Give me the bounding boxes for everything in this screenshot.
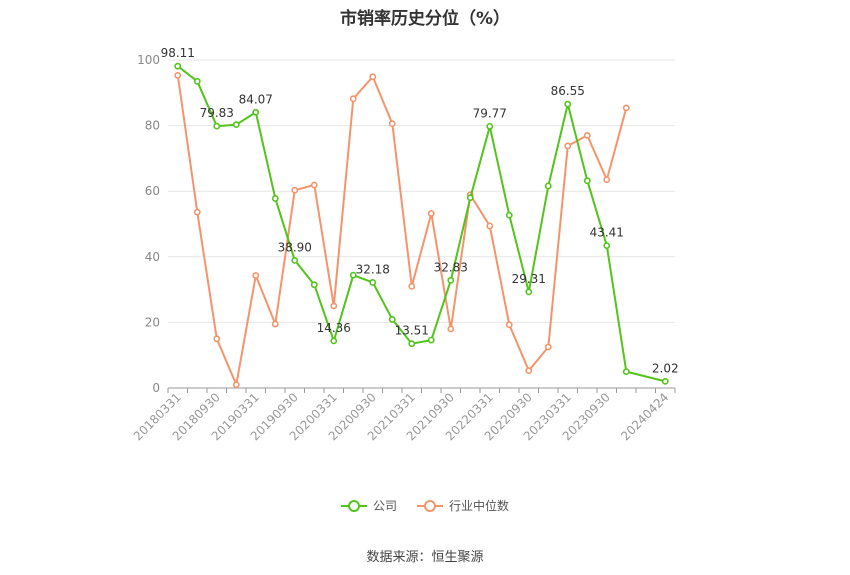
data-point <box>505 321 513 329</box>
data-point <box>447 276 455 284</box>
y-tick-label: 60 <box>145 184 160 198</box>
data-point <box>408 282 416 290</box>
data-point <box>603 176 611 184</box>
data-label: 84.07 <box>239 92 273 106</box>
legend-label-industry-median: 行业中位数 <box>449 499 510 513</box>
data-point <box>427 210 435 217</box>
data-point <box>525 367 533 375</box>
y-tick-label: 0 <box>152 381 160 395</box>
y-tick-label: 40 <box>145 250 160 264</box>
data-point <box>544 182 552 190</box>
legend-item-industry-median[interactable]: 行业中位数 <box>417 497 509 514</box>
y-tick-label: 80 <box>145 119 160 133</box>
data-point <box>271 320 279 328</box>
data-label: 14.36 <box>317 321 351 335</box>
data-point <box>369 279 377 286</box>
data-point <box>330 302 338 310</box>
data-label: 79.77 <box>473 106 507 120</box>
chart-title: 市销率历史分位（%） <box>339 9 511 29</box>
legend: 公司 行业中位数 <box>0 497 850 514</box>
data-point <box>310 181 318 189</box>
data-point <box>447 325 455 333</box>
data-point <box>310 281 318 289</box>
data-point <box>408 340 416 348</box>
data-point <box>505 211 513 219</box>
data-point <box>564 100 572 108</box>
data-point <box>603 242 611 250</box>
data-point <box>174 62 182 70</box>
series-lines <box>174 62 669 389</box>
data-labels: 98.11 79.83 84.07 38.90 14.36 32.18 13.51 32.83… <box>161 46 679 375</box>
data-point <box>232 381 240 389</box>
data-point <box>388 120 396 128</box>
legend-swatch-company <box>340 499 367 513</box>
data-point <box>388 316 396 323</box>
data-point <box>349 95 357 103</box>
legend-swatch-industry-median <box>417 499 443 513</box>
data-point <box>252 108 260 116</box>
data-label: 29.31 <box>512 272 546 286</box>
data-label: 43.41 <box>590 226 624 240</box>
data-point <box>564 142 572 150</box>
data-point <box>622 368 630 375</box>
data-point <box>291 186 299 194</box>
data-label: 32.18 <box>356 262 390 276</box>
data-point <box>349 271 357 279</box>
data-point <box>193 208 201 216</box>
data-label: 98.11 <box>161 46 195 60</box>
data-point <box>213 335 221 343</box>
data-point <box>330 337 338 345</box>
legend-label-company: 公司 <box>372 499 397 513</box>
data-point <box>622 104 630 112</box>
y-tick-label: 20 <box>145 315 160 329</box>
data-point <box>466 194 474 202</box>
data-point <box>369 73 377 81</box>
data-label: 32.83 <box>434 260 468 274</box>
data-point <box>661 377 669 385</box>
x-tick-label: 20240424 <box>618 390 671 443</box>
data-point <box>544 343 552 351</box>
data-point <box>291 257 299 264</box>
data-label: 13.51 <box>395 324 429 338</box>
data-point <box>525 288 533 296</box>
data-label: 38.90 <box>278 240 312 254</box>
legend-item-company[interactable]: 公司 <box>340 497 397 514</box>
data-point <box>486 122 494 130</box>
data-point <box>213 122 221 130</box>
data-point <box>232 121 240 129</box>
data-point <box>486 222 494 230</box>
series-line-1 <box>176 75 628 386</box>
data-point <box>193 77 201 85</box>
data-point <box>174 72 182 79</box>
data-point <box>271 195 279 202</box>
data-point <box>427 336 435 344</box>
data-point <box>583 177 591 185</box>
data-point <box>583 132 591 139</box>
y-tick-label: 100 <box>137 53 160 67</box>
data-label: 79.83 <box>200 106 234 120</box>
data-point <box>252 272 260 279</box>
data-label: 86.55 <box>551 84 585 98</box>
source-note: 数据来源：恒生聚源 <box>366 550 484 565</box>
data-label: 2.02 <box>652 361 679 375</box>
